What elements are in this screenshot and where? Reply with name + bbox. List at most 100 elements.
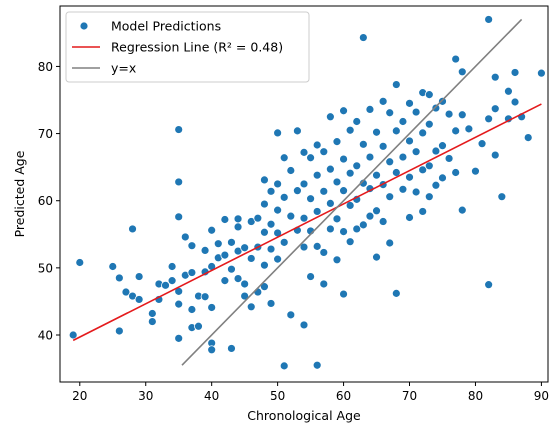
legend-label: Regression Line (R² = 0.48): [111, 40, 283, 55]
data-point: [180, 232, 190, 242]
identity-line: [181, 18, 523, 366]
data-point: [299, 213, 309, 223]
data-point: [378, 141, 388, 151]
data-point: [240, 243, 250, 253]
data-point: [418, 128, 428, 138]
data-point: [537, 68, 546, 78]
data-point: [68, 330, 78, 340]
data-point: [418, 207, 428, 216]
data-point: [352, 224, 362, 234]
plot-frame: [59, 5, 549, 383]
data-point: [213, 239, 223, 249]
data-point: [510, 97, 520, 107]
data-point: [405, 172, 414, 182]
data-point: [345, 125, 355, 135]
x-tick-label: 70: [402, 389, 417, 403]
data-point: [319, 186, 329, 196]
data-point: [227, 264, 236, 274]
data-point: [174, 299, 184, 309]
data-point: [339, 106, 348, 116]
data-point: [339, 154, 348, 164]
data-point: [128, 224, 137, 234]
data-point: [273, 254, 283, 264]
data-point: [418, 165, 428, 175]
data-point: [358, 220, 368, 230]
data-point: [451, 168, 461, 177]
data-point: [332, 255, 342, 265]
y-tick-label: 40: [38, 329, 53, 343]
data-point: [306, 194, 315, 204]
data-point: [372, 127, 381, 137]
data-point: [444, 109, 454, 119]
data-point: [194, 321, 203, 331]
legend-label: y=x: [111, 61, 136, 76]
data-point: [471, 166, 480, 176]
data-point: [325, 112, 335, 122]
data-point: [121, 287, 131, 297]
data-point: [332, 137, 342, 147]
data-point: [147, 317, 157, 326]
data-point: [431, 103, 441, 113]
data-point: [312, 207, 322, 216]
data-point: [332, 214, 342, 224]
data-point: [398, 117, 408, 126]
data-point: [345, 168, 355, 178]
data-point: [365, 105, 375, 114]
data-point: [345, 237, 355, 247]
data-point: [438, 96, 447, 106]
data-point: [424, 119, 434, 129]
data-point: [266, 299, 276, 308]
data-point: [266, 244, 276, 254]
data-point: [240, 279, 250, 289]
data-point: [339, 289, 348, 299]
data-point: [451, 126, 461, 136]
x-tick-label: 30: [138, 389, 153, 403]
x-tick-label: 50: [270, 389, 285, 403]
data-point: [504, 86, 513, 96]
data-point: [279, 237, 289, 247]
data-point: [108, 262, 118, 271]
legend-label: Model Predictions: [111, 19, 221, 34]
data-point: [273, 179, 283, 189]
data-point: [187, 268, 197, 277]
data-point: [424, 192, 434, 202]
data-point: [411, 147, 421, 157]
data-point: [220, 215, 230, 224]
data-point: [424, 161, 434, 171]
data-point: [385, 108, 395, 118]
data-point: [457, 110, 467, 120]
data-point: [464, 124, 474, 134]
data-point: [411, 187, 421, 197]
data-point: [174, 212, 184, 222]
data-point: [490, 72, 500, 82]
data-point: [510, 68, 520, 77]
data-point: [339, 186, 348, 196]
data-point: [332, 177, 342, 187]
data-point: [431, 180, 441, 190]
data-point: [325, 224, 335, 234]
data-point: [385, 192, 395, 202]
data-point: [457, 67, 467, 77]
y-axis-label: Predicted Age: [12, 150, 27, 237]
data-point: [279, 361, 289, 371]
data-point: [114, 326, 124, 336]
y-tick-label: 60: [38, 194, 53, 208]
data-point: [411, 107, 421, 117]
data-point: [187, 241, 197, 251]
data-point: [260, 227, 269, 237]
data-point: [312, 360, 322, 370]
data-point: [312, 140, 322, 150]
data-point: [431, 146, 441, 156]
data-point: [405, 98, 414, 108]
data-point: [319, 248, 329, 257]
data-point: [279, 153, 289, 163]
data-point: [299, 147, 309, 157]
data-point: [253, 213, 263, 223]
data-point: [220, 276, 230, 286]
legend: Model Predictions Regression Line (R² = 0…: [65, 11, 310, 83]
data-point: [352, 161, 362, 171]
y-tick-label: 70: [38, 127, 53, 141]
data-point: [385, 238, 395, 248]
data-point: [319, 147, 329, 157]
